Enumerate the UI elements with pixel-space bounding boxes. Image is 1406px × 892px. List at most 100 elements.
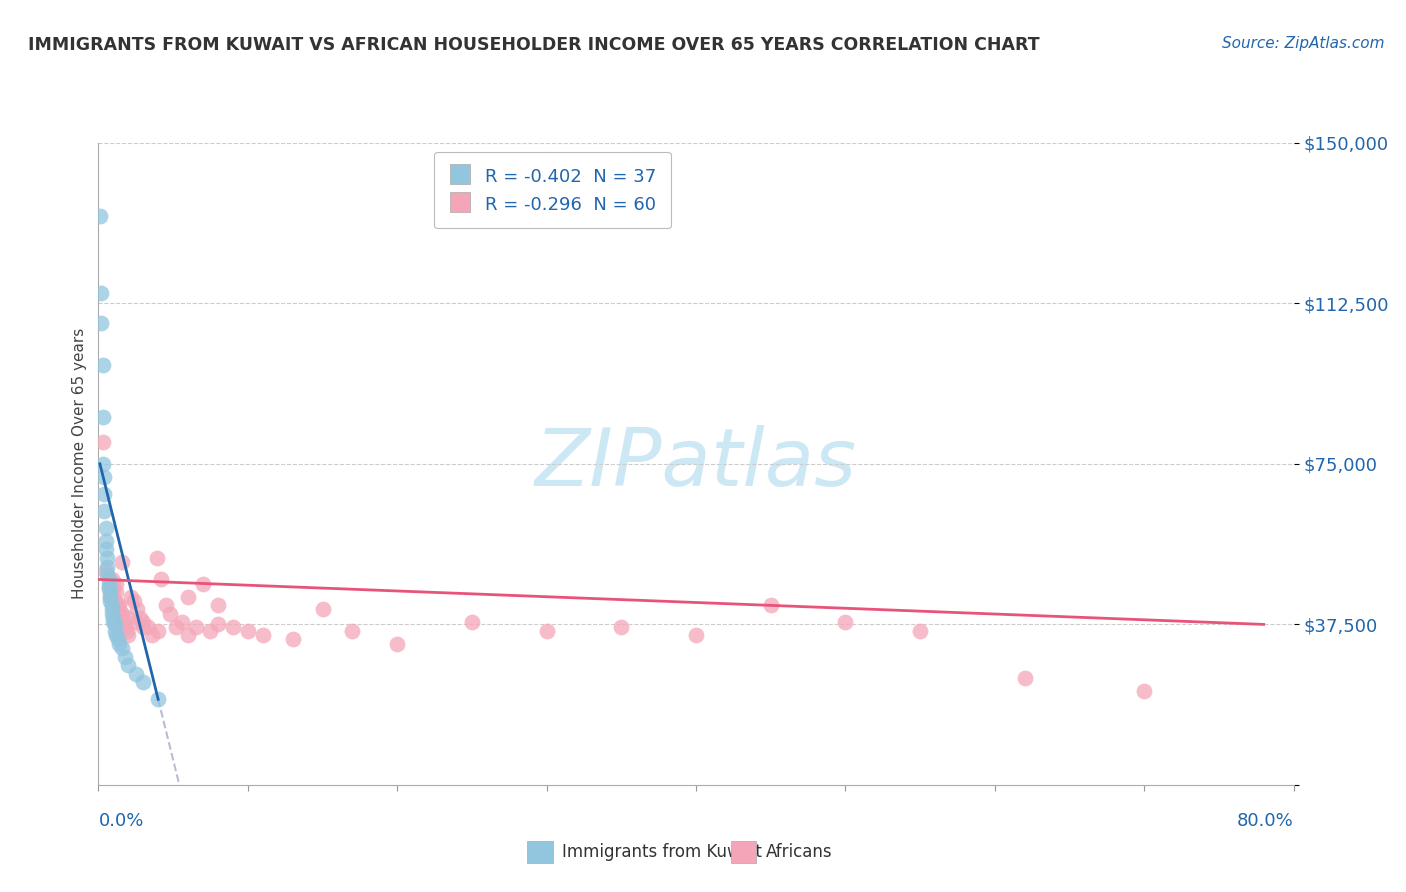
Point — [759, 598, 782, 612]
Point — [148, 692, 170, 706]
Text: 80.0%: 80.0% — [1237, 812, 1294, 830]
Point — [111, 640, 134, 655]
Text: Africans: Africans — [766, 843, 832, 861]
Point — [104, 624, 127, 638]
Point — [97, 576, 120, 591]
Point — [834, 615, 856, 630]
Point — [97, 581, 120, 595]
Point — [141, 628, 163, 642]
Point — [93, 504, 115, 518]
Point — [98, 594, 122, 608]
Legend: R = -0.402  N = 37, R = -0.296  N = 60: R = -0.402 N = 37, R = -0.296 N = 60 — [434, 152, 671, 228]
Point — [610, 619, 633, 633]
Point — [94, 521, 117, 535]
Point — [89, 209, 111, 223]
Point — [108, 637, 131, 651]
Point — [96, 568, 118, 582]
Point — [110, 607, 132, 621]
Point — [136, 619, 159, 633]
Text: IMMIGRANTS FROM KUWAIT VS AFRICAN HOUSEHOLDER INCOME OVER 65 YEARS CORRELATION C: IMMIGRANTS FROM KUWAIT VS AFRICAN HOUSEH… — [28, 36, 1040, 54]
Point — [200, 624, 222, 638]
Point — [150, 573, 173, 587]
Point — [96, 551, 118, 566]
Point — [184, 619, 207, 633]
Point — [98, 590, 122, 604]
Point — [90, 285, 112, 300]
Point — [105, 628, 128, 642]
Point — [148, 624, 170, 638]
Point — [105, 576, 128, 591]
Point — [207, 617, 229, 632]
Text: ZIPatlas: ZIPatlas — [534, 425, 858, 503]
Point — [461, 615, 484, 630]
Point — [155, 598, 177, 612]
Point — [385, 637, 409, 651]
Point — [165, 619, 187, 633]
Point — [236, 624, 259, 638]
Point — [103, 615, 125, 630]
Point — [91, 409, 114, 424]
Point — [97, 581, 120, 595]
Point — [98, 590, 122, 604]
Point — [159, 607, 181, 621]
Point — [145, 551, 167, 566]
Point — [91, 457, 114, 471]
Point — [91, 435, 114, 450]
Point — [172, 615, 194, 630]
Point — [191, 576, 214, 591]
Point — [1014, 671, 1036, 685]
Point — [177, 590, 200, 604]
Point — [103, 585, 125, 599]
Point — [103, 576, 125, 591]
Point — [536, 624, 558, 638]
Point — [127, 602, 149, 616]
Point — [120, 590, 142, 604]
Text: Immigrants from Kuwait: Immigrants from Kuwait — [562, 843, 762, 861]
Point — [107, 632, 129, 647]
Point — [108, 602, 131, 616]
Point — [117, 611, 139, 625]
Point — [108, 598, 131, 612]
Point — [132, 675, 155, 690]
Point — [311, 602, 333, 616]
Y-axis label: Householder Income Over 65 years: Householder Income Over 65 years — [72, 328, 87, 599]
Point — [124, 594, 146, 608]
Point — [1133, 683, 1156, 698]
Point — [117, 658, 139, 673]
Point — [125, 615, 148, 630]
Text: 0.0%: 0.0% — [98, 812, 143, 830]
Point — [177, 628, 200, 642]
Point — [132, 619, 155, 633]
Point — [105, 585, 128, 599]
Point — [101, 573, 124, 587]
Point — [112, 615, 135, 630]
Point — [685, 628, 707, 642]
Point — [207, 598, 229, 612]
Point — [125, 666, 148, 681]
Point — [111, 607, 134, 621]
Point — [98, 585, 122, 599]
Point — [111, 555, 134, 569]
Point — [97, 573, 120, 587]
Point — [132, 615, 155, 630]
Point — [93, 487, 115, 501]
Point — [91, 359, 114, 373]
Point — [115, 624, 138, 638]
Point — [94, 564, 117, 578]
Point — [252, 628, 274, 642]
Point — [114, 649, 136, 664]
Point — [222, 619, 245, 633]
Point — [93, 469, 115, 483]
Point — [101, 602, 124, 616]
Point — [281, 632, 304, 647]
Text: Source: ZipAtlas.com: Source: ZipAtlas.com — [1222, 36, 1385, 51]
Point — [908, 624, 931, 638]
Point — [104, 594, 127, 608]
Point — [117, 628, 139, 642]
Point — [342, 624, 364, 638]
Point — [129, 611, 152, 625]
Point — [101, 607, 124, 621]
Point — [114, 619, 136, 633]
Point — [107, 598, 129, 612]
Point — [103, 611, 125, 625]
